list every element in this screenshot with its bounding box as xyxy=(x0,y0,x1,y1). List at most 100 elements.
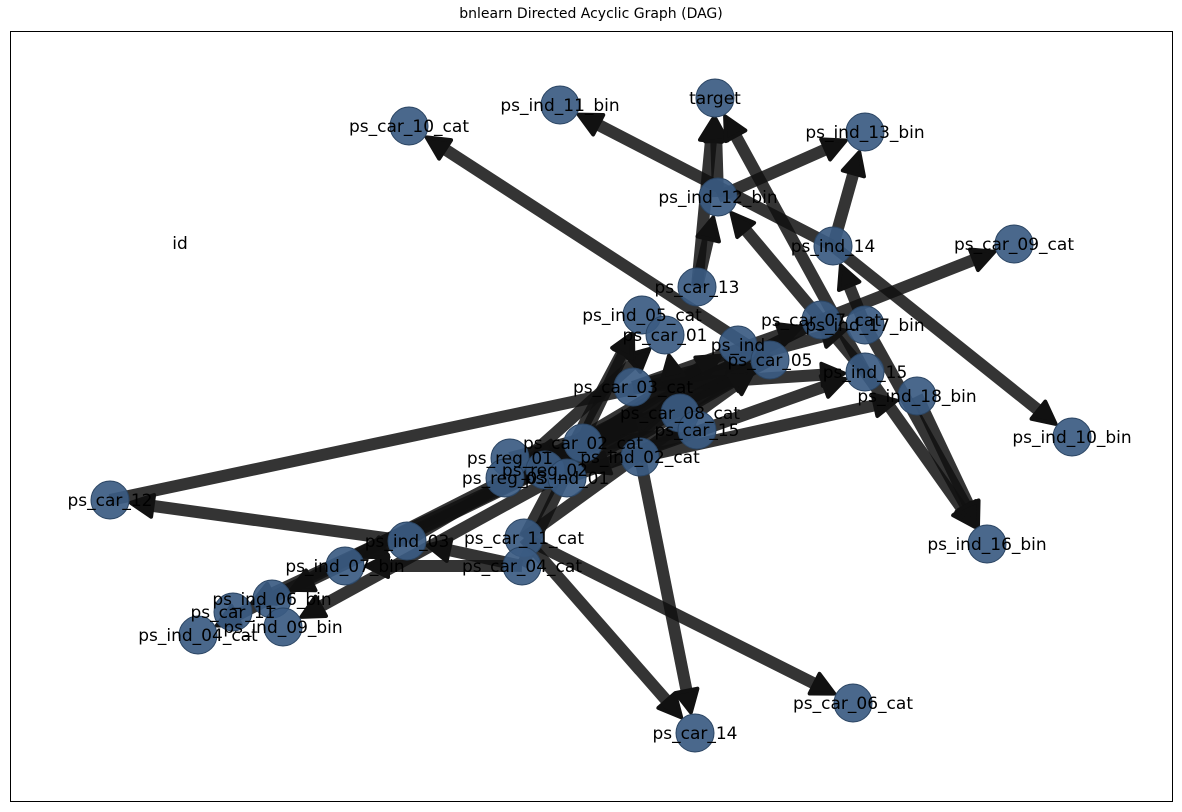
node-label-ps-car-15: ps_car_15 xyxy=(654,421,739,441)
edge-ps-car-07-cat-to-ps-car-09-cat xyxy=(818,247,997,326)
edge-line xyxy=(638,399,877,463)
edge-arrowhead xyxy=(695,215,721,244)
node-label-ps-ind-15: ps_ind_15 xyxy=(823,363,908,383)
node-label-ps-car-08-cat: ps_car_08_cat xyxy=(620,404,740,424)
edge-line xyxy=(829,241,1043,415)
node-ps-car-05 xyxy=(750,340,790,380)
node-label-ps-car-11-cat: ps_car_11_cat xyxy=(464,529,584,549)
edge-arrowhead xyxy=(870,392,899,418)
edge-arrowhead xyxy=(836,263,862,292)
node-ps-car-11 xyxy=(213,592,253,632)
edge-arrowhead xyxy=(576,112,606,137)
node-label-ps-ind-05-cat: ps_ind_05_cat xyxy=(582,306,702,326)
edge-arrowhead xyxy=(633,411,662,437)
edge-line xyxy=(441,144,774,366)
node-label-ps-car-03-cat: ps_car_03_cat xyxy=(573,378,693,398)
node-label-ps-reg-01: ps_reg_01 xyxy=(467,449,553,469)
edge-arrowhead xyxy=(299,594,328,619)
node-label-ps-ind-07-bin: ps_ind_07_bin xyxy=(285,557,404,577)
edge-ps-ind-03-to-ps-car-12 xyxy=(128,492,408,547)
edge-line xyxy=(818,254,977,326)
labels-layer: target ps_ind_11_bin ps_car_10_cat ps_ind_1… xyxy=(67,89,1131,744)
node-label-ps-reg-02: ps_reg_02 xyxy=(502,461,588,481)
node-ps-ind-04-cat xyxy=(178,615,218,655)
node-ps-car-13 xyxy=(677,267,717,307)
node-label-ps-ind-03: ps_ind_03 xyxy=(365,532,450,552)
node-label-ps-car-04-cat: ps_car_04_cat xyxy=(462,557,582,577)
node-ps-car-10-cat xyxy=(389,106,429,146)
node-ps-car-02-cat xyxy=(563,423,603,463)
edge-ps-car-11-cat-to-ps-car-06-cat xyxy=(521,532,837,696)
edge-arrowhead xyxy=(1029,399,1058,426)
edge-arrowhead xyxy=(703,116,730,144)
edge-arrowhead xyxy=(840,150,866,179)
edge-ps-ind-12-bin-to-ps-ind-13-bin xyxy=(715,137,848,203)
node-ps-car-14 xyxy=(675,713,715,753)
node-label-ps-car-10-cat: ps_car_10_cat xyxy=(349,117,469,137)
node-ps-ind-17-bin xyxy=(845,305,885,345)
node-label-ps-ind-12-bin: ps_ind_12_bin xyxy=(658,188,777,208)
node-ps-ind-09-bin xyxy=(263,607,303,647)
edge-arrowhead xyxy=(956,498,981,528)
node-label-ps-car-13: ps_car_13 xyxy=(654,278,739,298)
edge-line xyxy=(715,143,829,203)
edge-ps-ind-02-cat-to-ps-car-14 xyxy=(634,455,700,715)
node-label-ps-reg-03: ps_reg_03 xyxy=(462,469,548,489)
node-label-ps-ind-11-bin: ps_ind_11_bin xyxy=(500,96,619,116)
edge-arrowhead xyxy=(967,247,997,272)
node-target xyxy=(695,78,735,118)
edge-ps-car-05-to-ps-car-10-cat xyxy=(424,135,774,366)
node-label-target: target xyxy=(689,89,741,109)
edge-line xyxy=(521,532,818,690)
edge-arrowhead xyxy=(693,353,722,379)
node-label-ps-ind-17-bin: ps_ind_17_bin xyxy=(805,316,924,336)
edge-line xyxy=(519,534,672,705)
node-ps-ind-07-bin xyxy=(325,546,365,586)
node-label-ps-car-14: ps_car_14 xyxy=(652,724,737,744)
edge-ps-ind-15-to-ps-ind-12-bin xyxy=(729,211,870,376)
edge-line xyxy=(634,455,693,693)
node-ps-ind-02-cat xyxy=(620,437,660,477)
node-ps-ind-12-bin xyxy=(698,177,738,217)
edge-arrowhead xyxy=(425,537,454,563)
node-ps-car-12 xyxy=(90,480,130,520)
node-ps-car-04-cat xyxy=(502,546,542,586)
node-label-ps-ind-16-bin: ps_ind_16_bin xyxy=(927,535,1046,555)
node-ps-ind-18-bin xyxy=(897,376,937,416)
node-ps-car-01 xyxy=(645,315,685,355)
edge-line xyxy=(911,393,975,508)
node-ps-ind-16-bin xyxy=(967,524,1007,564)
node-ps-ind-11-bin xyxy=(540,85,580,125)
chart-title: bnlearn Directed Acyclic Graph (DAG) xyxy=(459,6,723,22)
node-ps-car-15 xyxy=(677,410,717,450)
edge-arrowhead xyxy=(807,671,837,696)
node-label-ps-car-09-cat: ps_car_09_cat xyxy=(954,235,1074,255)
edge-line xyxy=(151,499,408,547)
node-label-ps-ind-06-bin: ps_ind_06_bin xyxy=(212,590,331,610)
nodes-layer xyxy=(90,78,1092,753)
node-ps-car-07-cat xyxy=(801,300,841,340)
node-ps-reg-03 xyxy=(485,458,525,498)
edge-ps-ind-18-bin-to-ps-ind-16-bin xyxy=(911,393,981,528)
plot-frame xyxy=(10,31,1173,802)
edge-ps-ind-02-cat-to-ps-ind-18-bin xyxy=(638,392,899,463)
node-ps-car-06-cat xyxy=(833,683,873,723)
node-label-ps-ind-09-bin: ps_ind_09_bin xyxy=(223,618,342,638)
node-label-ps-ind-10-bin: ps_ind_10_bin xyxy=(1012,428,1131,448)
edge-arrowhead xyxy=(424,135,454,161)
edge-arrowhead xyxy=(818,374,848,399)
node-label-id: id xyxy=(172,234,188,254)
node-ps-ind-10-bin xyxy=(1052,417,1092,457)
edge-ps-car-11-cat-to-ps-car-14 xyxy=(519,534,684,720)
node-label-ps-car-02-cat: ps_car_02_cat xyxy=(523,434,643,454)
edge-arrowhead xyxy=(723,114,748,144)
node-label-ps-car-07-cat: ps_car_07_cat xyxy=(761,311,881,331)
node-ps-ind-13-bin xyxy=(845,112,885,152)
edge-arrowhead xyxy=(610,331,635,361)
node-label-ps-ind: ps_ind xyxy=(711,336,765,356)
edge-arrowhead xyxy=(364,553,390,579)
node-ps-car-03-cat xyxy=(613,367,653,407)
edge-line xyxy=(741,226,870,376)
node-label-ps-car-01: ps_car_01 xyxy=(622,326,707,346)
